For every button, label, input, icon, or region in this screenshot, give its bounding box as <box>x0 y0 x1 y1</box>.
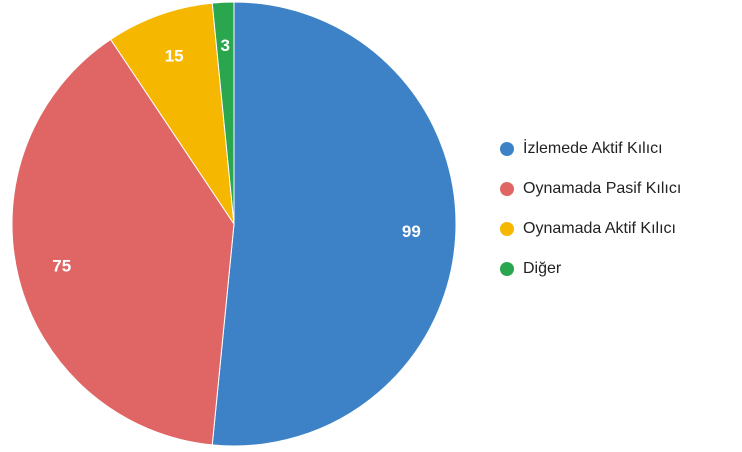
slice-label: 15 <box>165 46 184 65</box>
legend-label: Oynamada Aktif Kılıcı <box>523 220 676 237</box>
slice-label: 99 <box>402 222 421 241</box>
pie-slice <box>11 38 235 446</box>
legend-label: Diğer <box>523 260 562 277</box>
slice-label: 3 <box>221 36 230 55</box>
legend-swatch <box>500 262 514 276</box>
legend-label: Oynamada Pasif Kılıcı <box>523 180 681 197</box>
pie-slice <box>211 1 457 447</box>
legend-label: İzlemede Aktif Kılıcı <box>523 138 663 157</box>
legend-swatch <box>500 182 514 196</box>
slice-label: 75 <box>52 257 71 276</box>
legend-swatch <box>500 222 514 236</box>
pie-slice <box>109 2 235 225</box>
pie-slice <box>211 1 235 225</box>
legend-swatch <box>500 142 514 156</box>
